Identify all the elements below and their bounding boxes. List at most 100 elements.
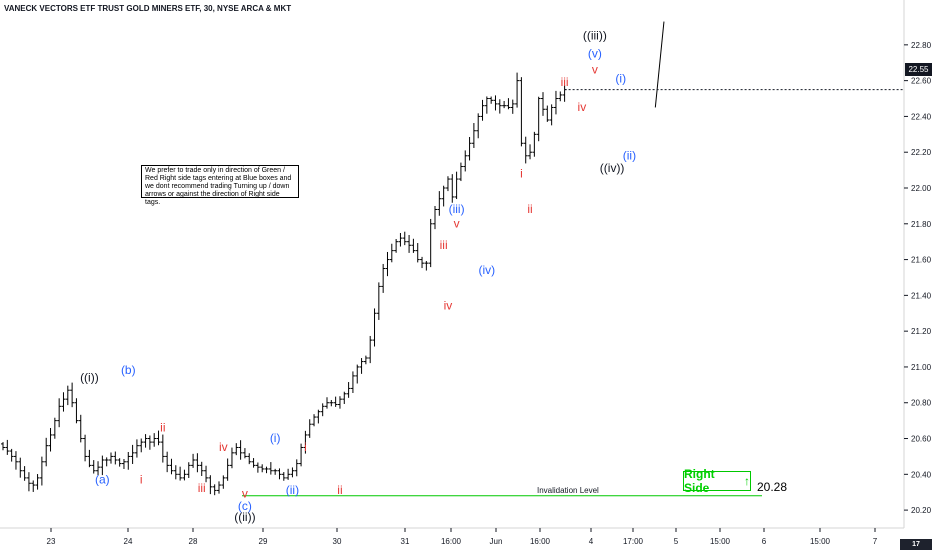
ohlc-bar xyxy=(109,452,113,464)
ohlc-bar xyxy=(39,456,44,486)
right-side-value: 20.28 xyxy=(757,480,788,494)
ohlc-bar xyxy=(1,442,5,451)
ohlc-bar xyxy=(65,385,70,406)
right-side-label: Right Side xyxy=(684,467,715,495)
wave-label: ii xyxy=(337,483,342,497)
ohlc-bar xyxy=(510,99,515,114)
time-tick-label: 28 xyxy=(189,537,198,546)
time-tick-label: 16:00 xyxy=(530,537,551,546)
time-axis[interactable]: 23 24 28 29 30 31 16:00 Jun 16:00 4 17:00 5 15:00 6 15… xyxy=(47,528,878,546)
time-tick-label: 16:00 xyxy=(441,537,462,546)
ohlc-bar xyxy=(9,448,14,462)
ohlc-bar xyxy=(454,171,459,200)
wave-label: (i) xyxy=(270,431,281,445)
ohlc-bar xyxy=(558,91,563,102)
time-tick-label: 4 xyxy=(589,537,594,546)
time-tick-label: 23 xyxy=(47,537,56,546)
wave-label: v xyxy=(242,487,248,501)
ohlc-bar xyxy=(372,308,377,347)
ohlc-bar xyxy=(91,460,96,474)
time-tick-label: 29 xyxy=(259,537,268,546)
wave-label: ii xyxy=(160,420,165,434)
ohlc-bar xyxy=(402,231,407,246)
price-tick-label: 21.60 xyxy=(911,256,932,265)
ohlc-bar xyxy=(186,462,191,478)
ohlc-bar xyxy=(476,113,481,139)
ohlc-bar xyxy=(480,99,485,121)
price-tick-label: 22.00 xyxy=(911,184,932,193)
wave-label: ((iii)) xyxy=(583,28,607,42)
wave-label: i xyxy=(520,166,523,180)
ohlc-bar xyxy=(277,468,282,480)
ohlc-bar xyxy=(217,481,221,494)
time-tick-label: 17:00 xyxy=(623,537,644,546)
ohlc-bar xyxy=(428,218,433,268)
ohlc-bar xyxy=(156,430,161,446)
price-tick-label: 22.40 xyxy=(911,112,932,121)
price-axis[interactable]: 22.80 22.60 22.40 22.20 22.00 21.80 21.60 21.40… xyxy=(904,41,932,515)
time-tick-label: 6 xyxy=(762,537,767,546)
ohlc-bar xyxy=(489,96,494,104)
ohlc-bar xyxy=(191,453,196,468)
strategy-note: We prefer to trade only in direction of … xyxy=(141,165,299,206)
wave-label: iv xyxy=(444,299,453,313)
ohlc-bar xyxy=(160,434,165,463)
ohlc-bar xyxy=(545,105,550,122)
price-tick-label: 20.60 xyxy=(911,435,932,444)
wave-label: v xyxy=(592,62,598,76)
time-tick-label: 31 xyxy=(401,537,410,546)
ohlc-bar xyxy=(104,457,109,467)
ohlc-bar xyxy=(61,392,66,412)
wave-label: (v) xyxy=(588,46,602,60)
wave-label: (a) xyxy=(95,472,110,486)
ohlc-series xyxy=(1,72,567,496)
ohlc-bar xyxy=(238,440,243,460)
ohlc-bar xyxy=(26,472,31,492)
wave-label: iv xyxy=(219,440,228,454)
wave-label: (iii) xyxy=(449,202,465,216)
wave-label: iii xyxy=(198,481,206,495)
up-arrow-icon: ↑ xyxy=(744,474,750,488)
ohlc-bar xyxy=(458,162,463,182)
ohlc-bar xyxy=(420,256,425,269)
ohlc-bar xyxy=(87,449,92,468)
ohlc-bar xyxy=(195,453,200,473)
ohlc-bar xyxy=(264,466,269,474)
ohlc-bar xyxy=(541,92,545,116)
ohlc-bar xyxy=(182,469,187,481)
ohlc-bar xyxy=(96,461,101,476)
price-tick-label: 20.80 xyxy=(911,399,932,408)
ohlc-bar xyxy=(134,439,139,458)
ohlc-bar xyxy=(519,77,524,147)
ohlc-bar xyxy=(126,451,131,470)
ohlc-bar xyxy=(359,358,364,374)
wave-label: (i) xyxy=(615,71,626,85)
ohlc-bar xyxy=(204,465,209,483)
ohlc-bar xyxy=(394,239,399,253)
ohlc-bar xyxy=(234,443,239,456)
ohlc-bar xyxy=(441,185,446,207)
ohlc-bar xyxy=(294,459,299,477)
ohlc-bar xyxy=(255,462,260,473)
wave-label: (ii) xyxy=(623,148,636,162)
ohlc-bar xyxy=(247,453,252,465)
ohlc-bar xyxy=(389,243,394,263)
price-tick-label: 21.80 xyxy=(911,220,932,229)
ohlc-bar xyxy=(355,364,360,384)
wave-label: iii xyxy=(440,238,448,252)
ohlc-bar xyxy=(221,475,226,489)
ohlc-bar xyxy=(113,451,118,465)
price-tick-label: 21.40 xyxy=(911,291,932,300)
ohlc-bar xyxy=(57,398,62,428)
ohlc-bar xyxy=(212,484,217,496)
ohlc-bar xyxy=(450,174,455,203)
ohlc-bar xyxy=(152,433,157,447)
ohlc-bar xyxy=(31,480,36,492)
ohlc-bar xyxy=(83,434,88,462)
ohlc-bar xyxy=(398,232,403,247)
ohlc-bar xyxy=(22,466,27,481)
ohlc-bar xyxy=(78,414,83,443)
strategy-note-text: We prefer to trade only in direction of … xyxy=(145,167,292,206)
wave-label: iv xyxy=(578,100,587,114)
